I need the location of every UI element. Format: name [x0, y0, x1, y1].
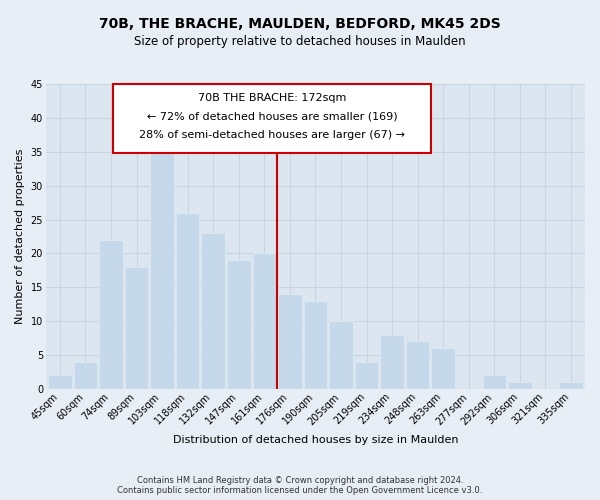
Bar — [329, 321, 353, 389]
Text: 70B, THE BRACHE, MAULDEN, BEDFORD, MK45 2DS: 70B, THE BRACHE, MAULDEN, BEDFORD, MK45 … — [99, 18, 501, 32]
Bar — [380, 334, 404, 389]
Bar — [74, 362, 97, 389]
Bar — [431, 348, 455, 389]
FancyBboxPatch shape — [113, 84, 431, 152]
Text: 28% of semi-detached houses are larger (67) →: 28% of semi-detached houses are larger (… — [139, 130, 405, 140]
Text: Contains public sector information licensed under the Open Government Licence v3: Contains public sector information licen… — [118, 486, 482, 495]
X-axis label: Distribution of detached houses by size in Maulden: Distribution of detached houses by size … — [173, 435, 458, 445]
Text: ← 72% of detached houses are smaller (169): ← 72% of detached houses are smaller (16… — [147, 112, 398, 122]
Bar — [278, 294, 302, 389]
Bar — [304, 301, 327, 389]
Bar — [99, 240, 123, 389]
Bar — [559, 382, 583, 389]
Bar — [253, 254, 276, 389]
Bar — [151, 138, 174, 389]
Bar — [508, 382, 532, 389]
Bar — [355, 362, 378, 389]
Bar — [125, 267, 148, 389]
Bar — [202, 233, 225, 389]
Text: Size of property relative to detached houses in Maulden: Size of property relative to detached ho… — [134, 35, 466, 48]
Bar — [482, 376, 506, 389]
Text: 70B THE BRACHE: 172sqm: 70B THE BRACHE: 172sqm — [198, 93, 346, 103]
Bar — [227, 260, 251, 389]
Bar — [48, 376, 71, 389]
Y-axis label: Number of detached properties: Number of detached properties — [15, 149, 25, 324]
Bar — [176, 212, 199, 389]
Text: Contains HM Land Registry data © Crown copyright and database right 2024.: Contains HM Land Registry data © Crown c… — [137, 476, 463, 485]
Bar — [406, 342, 430, 389]
